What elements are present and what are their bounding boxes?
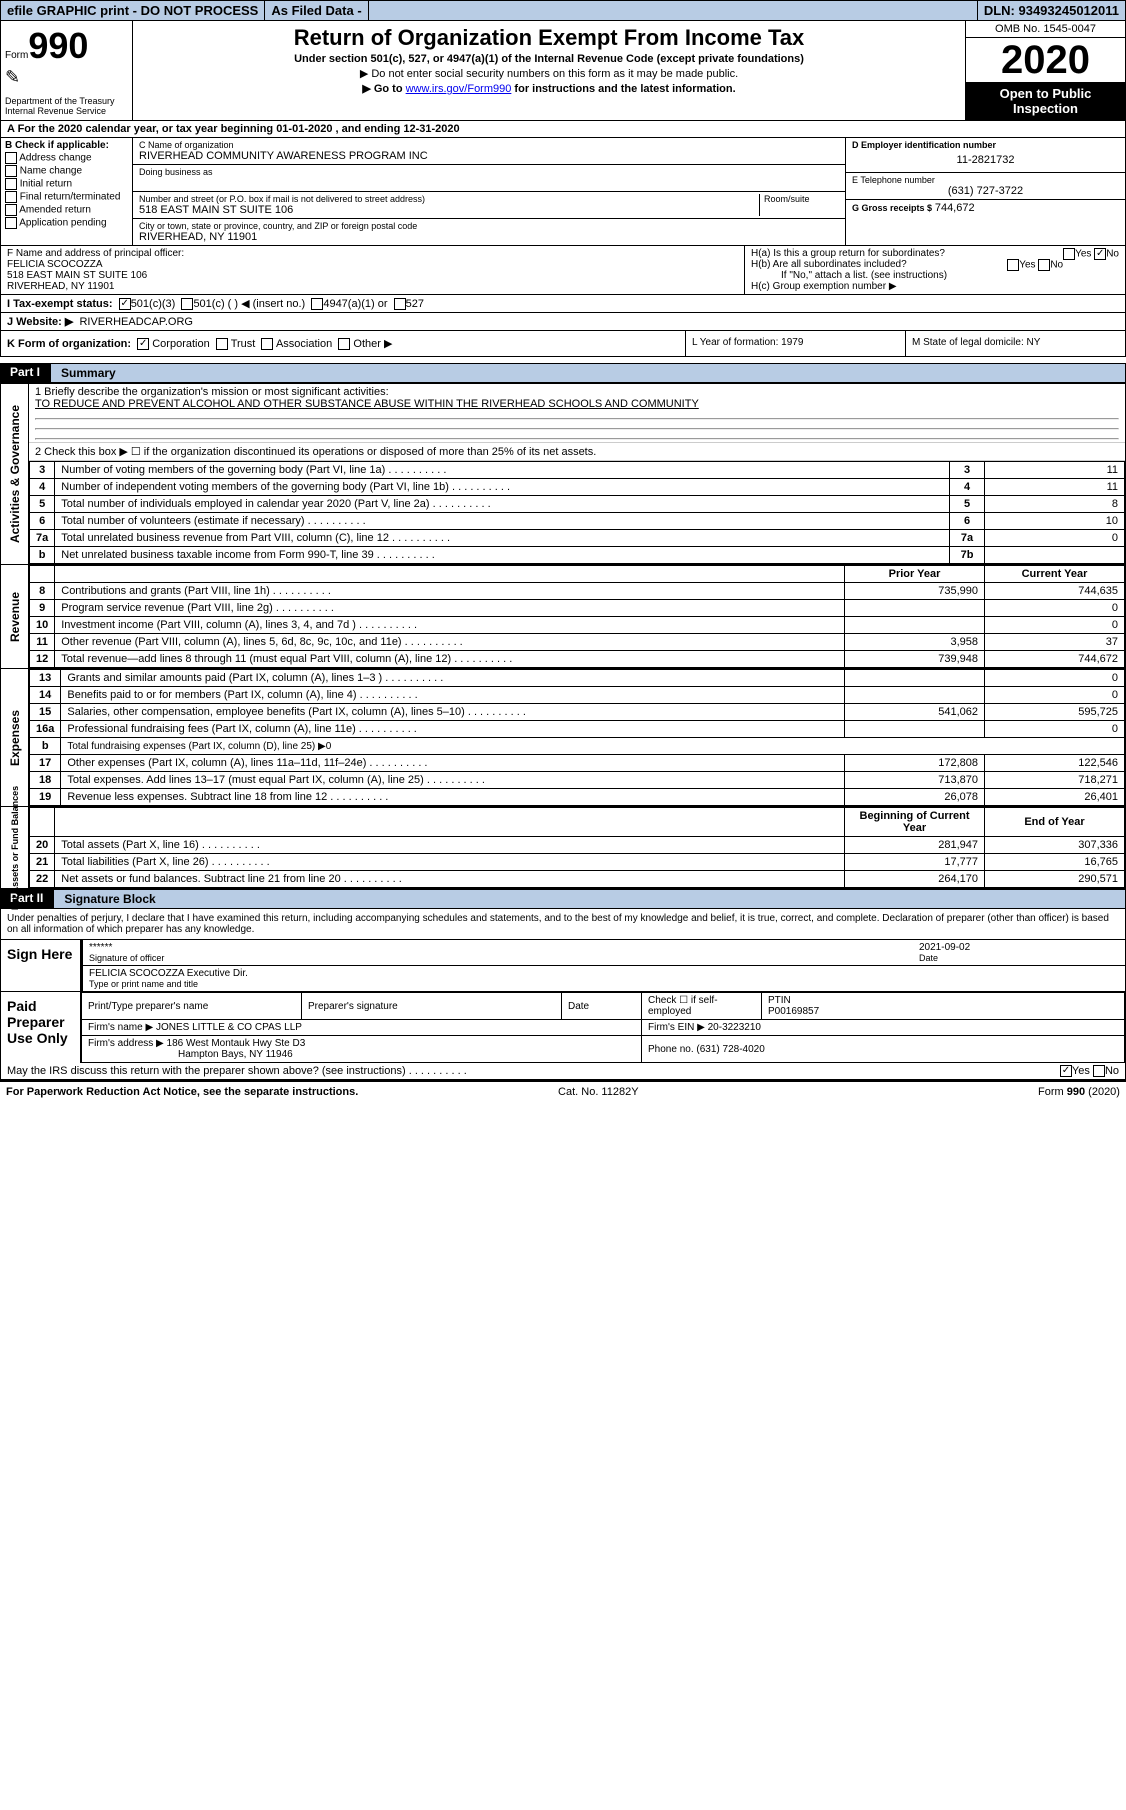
efile-text: efile GRAPHIC print - DO NOT PROCESS [1,1,265,20]
part2-header: Part II Signature Block [0,889,1126,909]
line-1: 1 Briefly describe the organization's mi… [29,384,1125,443]
lines-3-7: 3Number of voting members of the governi… [29,461,1125,564]
form-subtitle: Under section 501(c), 527, or 4947(a)(1)… [141,53,957,65]
box-c: C Name of organization RIVERHEAD COMMUNI… [133,138,845,245]
header-right: OMB No. 1545-0047 2020 Open to Public In… [965,21,1125,120]
irs-discuss-row: May the IRS discuss this return with the… [1,1063,1125,1079]
instruct-2: ▶ Go to www.irs.gov/Form990 for instruct… [141,82,957,95]
open-public: Open to Public Inspection [966,82,1125,120]
row-fh: F Name and address of principal officer:… [0,246,1126,295]
row-j: J Website: ▶ RIVERHEADCAP.ORG [0,313,1126,331]
preparer-table: Print/Type preparer's name Preparer's si… [81,992,1125,1063]
tax-year: 2020 [966,38,1125,82]
netassets-table: Beginning of Current YearEnd of Year 20T… [29,807,1125,888]
dept-text: Department of the Treasury Internal Reve… [5,88,128,116]
header: Form990 ✎ Department of the Treasury Int… [0,21,1126,121]
revenue-section: Revenue Prior YearCurrent Year 8Contribu… [0,565,1126,669]
box-deg: D Employer identification number 11-2821… [845,138,1125,245]
footer: For Paperwork Reduction Act Notice, see … [0,1080,1126,1102]
box-f: F Name and address of principal officer:… [1,246,745,294]
efile-bar: efile GRAPHIC print - DO NOT PROCESS As … [0,0,1126,21]
part1-header: Part I Summary [0,363,1126,383]
row-a: A For the 2020 calendar year, or tax yea… [0,121,1126,138]
instruct-1: ▶ Do not enter social security numbers o… [141,67,957,80]
expenses-section: Expenses 13Grants and similar amounts pa… [0,669,1126,807]
section-bcdeg: B Check if applicable: Address change Na… [0,138,1126,246]
row-i: I Tax-exempt status: ✓ 501(c)(3) 501(c) … [0,295,1126,313]
treasury-icon: ✎ [5,67,128,88]
header-center: Return of Organization Exempt From Incom… [133,21,965,120]
dln-text: DLN: 93493245012011 [977,1,1125,20]
asfiled-text: As Filed Data - [265,1,368,20]
row-klm: K Form of organization: ✓ Corporation Tr… [0,331,1126,357]
omb-text: OMB No. 1545-0047 [966,21,1125,38]
box-h: H(a) Is this a group return for subordin… [745,246,1125,294]
signature-block: Under penalties of perjury, I declare th… [0,909,1126,1080]
line-2: 2 Check this box ▶ ☐ if the organization… [29,443,1125,461]
netassets-section: Net Assets or Fund Balances Beginning of… [0,807,1126,889]
form-box: Form990 ✎ Department of the Treasury Int… [1,21,133,120]
revenue-table: Prior YearCurrent Year 8Contributions an… [29,565,1125,668]
box-b: B Check if applicable: Address change Na… [1,138,133,245]
form-title: Return of Organization Exempt From Incom… [141,25,957,51]
expenses-table: 13Grants and similar amounts paid (Part … [29,669,1125,806]
irs-link[interactable]: www.irs.gov/Form990 [406,83,512,95]
activities-governance-section: Activities & Governance 1 Briefly descri… [0,383,1126,565]
